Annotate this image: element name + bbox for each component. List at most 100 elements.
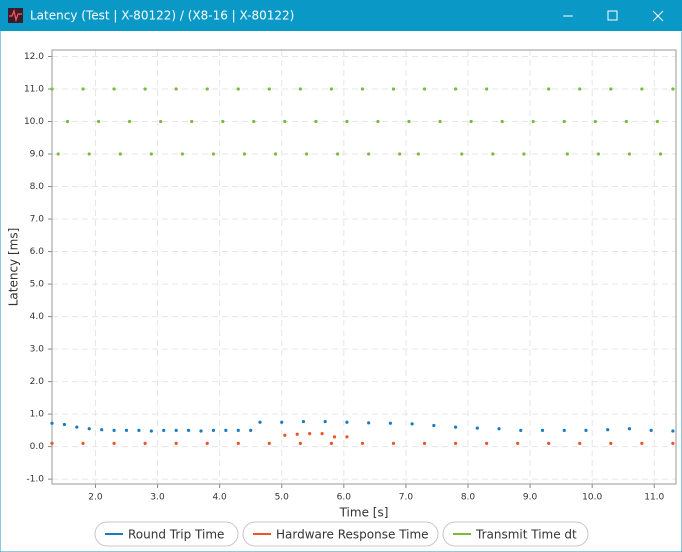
- legend-label: Round Trip Time: [128, 528, 224, 542]
- data-point: [485, 87, 489, 91]
- data-point: [174, 87, 178, 91]
- data-point: [87, 152, 91, 156]
- data-point: [112, 441, 116, 445]
- y-tick-label: 9.0: [30, 150, 45, 160]
- data-point: [422, 441, 427, 445]
- data-point: [562, 428, 566, 432]
- data-point: [273, 152, 278, 156]
- y-tick-label: 3.0: [30, 345, 45, 355]
- data-point: [367, 152, 371, 156]
- data-point: [242, 152, 247, 156]
- y-tick-label: 10.0: [24, 117, 44, 127]
- y-tick-label: 7.0: [30, 215, 45, 225]
- data-point: [416, 152, 420, 156]
- data-point: [143, 87, 147, 91]
- data-point: [671, 441, 675, 445]
- data-point: [236, 87, 240, 91]
- data-point: [658, 152, 663, 156]
- data-point: [609, 87, 613, 91]
- data-point: [578, 87, 582, 91]
- data-point: [329, 441, 334, 445]
- legend-item: Hardware Response Time: [242, 521, 439, 547]
- data-point: [593, 119, 597, 124]
- data-point: [432, 423, 436, 428]
- data-point: [236, 441, 240, 445]
- data-point: [283, 119, 287, 124]
- data-point: [329, 87, 334, 91]
- data-point: [199, 429, 203, 433]
- x-tick-label: 7.0: [399, 493, 414, 503]
- data-point: [453, 87, 458, 91]
- data-point: [547, 87, 551, 91]
- data-point: [100, 428, 104, 432]
- data-point: [609, 441, 613, 445]
- data-point: [438, 119, 442, 124]
- data-point: [531, 119, 535, 124]
- data-point: [186, 428, 191, 432]
- data-point: [149, 152, 153, 156]
- data-point: [159, 119, 163, 124]
- data-point: [671, 87, 675, 91]
- data-point: [252, 119, 256, 124]
- data-point: [540, 428, 545, 432]
- data-point: [301, 419, 306, 424]
- y-tick-label: 2.0: [30, 377, 45, 387]
- data-point: [50, 421, 54, 425]
- data-point: [87, 427, 91, 431]
- data-point: [304, 152, 309, 156]
- data-point: [190, 119, 194, 124]
- y-tick-label: 11.0: [24, 85, 44, 95]
- x-tick-label: 10.0: [582, 493, 602, 503]
- data-point: [388, 421, 392, 425]
- x-tick-label: 2.0: [88, 493, 103, 503]
- maximize-button[interactable]: [607, 10, 618, 21]
- data-point: [345, 119, 349, 124]
- data-point: [205, 441, 209, 445]
- data-point: [81, 441, 85, 445]
- data-point: [174, 441, 178, 445]
- data-point: [367, 421, 371, 425]
- close-button[interactable]: [652, 10, 664, 22]
- data-point: [180, 152, 184, 156]
- app-icon-glyph: [9, 8, 22, 23]
- data-point: [81, 87, 85, 91]
- data-point: [453, 425, 458, 429]
- legend-item: Round Trip Time: [94, 521, 239, 547]
- data-point: [485, 441, 489, 445]
- legend-box: [442, 521, 589, 547]
- x-tick-label: 8.0: [461, 493, 476, 503]
- data-point: [565, 152, 569, 156]
- y-tick-label: 8.0: [30, 182, 45, 192]
- data-point: [584, 428, 588, 432]
- y-tick-label: 5.0: [30, 280, 45, 290]
- data-point: [376, 119, 380, 124]
- data-point: [562, 119, 566, 124]
- data-point: [671, 429, 675, 433]
- data-point: [236, 428, 240, 432]
- plot: -1.0 0.0 1.0 2.0 3.0 4.0 5.0 6.0 7.0 8.0 9.0 10.0 11…: [7, 49, 677, 520]
- data-point: [360, 87, 365, 91]
- window-title: Latency (Test | X-80122) / (X8-16 | X-80…: [30, 9, 294, 23]
- data-point: [205, 87, 209, 91]
- data-point: [280, 420, 284, 424]
- legend-item: Transmit Time dt: [442, 521, 589, 547]
- data-point: [345, 435, 349, 439]
- data-point: [596, 152, 600, 156]
- data-point: [137, 428, 141, 432]
- y-tick-label: 6.0: [30, 247, 45, 257]
- legend-label: Hardware Response Time: [276, 528, 429, 542]
- data-point: [516, 441, 520, 445]
- data-point: [174, 428, 178, 432]
- data-point: [640, 441, 644, 445]
- data-point: [497, 427, 501, 431]
- data-point: [627, 152, 632, 156]
- data-point: [258, 420, 262, 424]
- data-point: [410, 422, 414, 426]
- data-point: [124, 428, 129, 432]
- data-point: [655, 119, 659, 124]
- data-point: [112, 428, 116, 432]
- y-tick-label: 12.0: [24, 52, 44, 62]
